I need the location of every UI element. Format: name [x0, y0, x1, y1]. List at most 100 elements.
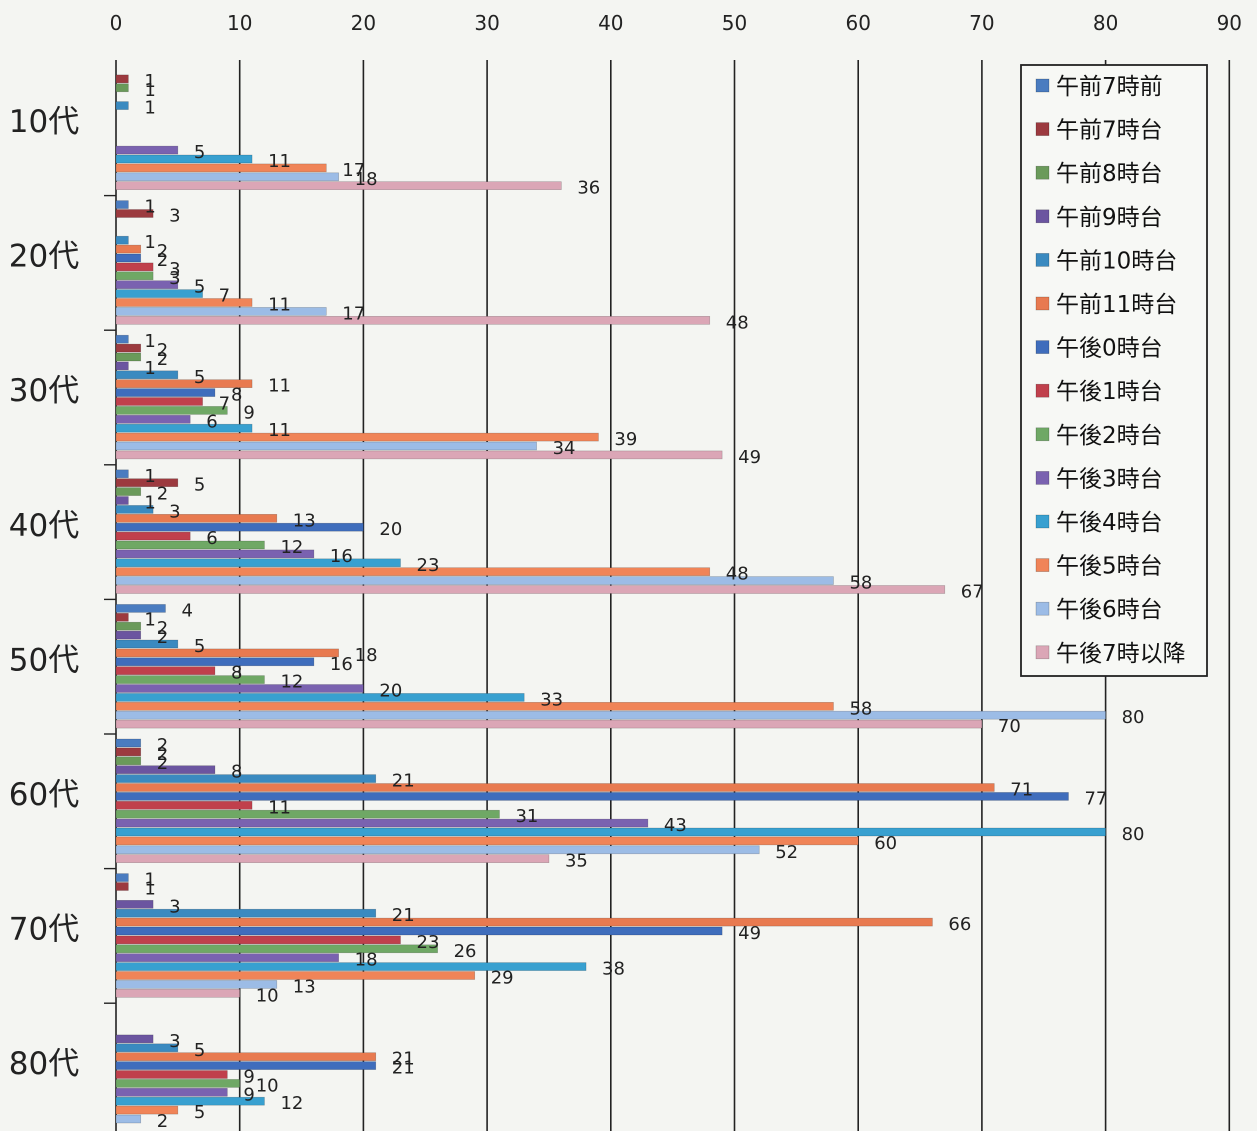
bar: [115, 244, 142, 254]
data-label: 18: [355, 169, 378, 190]
data-label: 52: [775, 842, 798, 863]
data-label: 2: [157, 618, 168, 639]
bar: [115, 657, 315, 667]
bar: [115, 352, 142, 362]
data-label: 5: [194, 1040, 205, 1061]
category-label: 60代: [9, 777, 79, 813]
data-label: 33: [540, 689, 563, 710]
data-label: 66: [948, 914, 971, 935]
data-label: 21: [392, 905, 415, 926]
legend-swatch: [1035, 296, 1050, 311]
data-label: 2: [157, 1111, 168, 1131]
bar: [115, 315, 711, 325]
data-label: 26: [454, 941, 477, 962]
data-label: 8: [231, 663, 242, 684]
data-label: 1: [144, 232, 155, 253]
bar: [115, 765, 216, 775]
bar: [115, 487, 142, 496]
data-label: 58: [849, 698, 872, 719]
bar: [115, 630, 142, 640]
data-label: 3: [169, 501, 180, 522]
data-label: 20: [379, 519, 402, 540]
bar: [115, 271, 154, 281]
bar: [115, 1088, 228, 1097]
bar: [115, 163, 327, 173]
data-label: 43: [664, 815, 687, 836]
bar: [115, 540, 265, 550]
data-label: 60: [874, 833, 897, 854]
bar: [115, 800, 253, 810]
data-label: 11: [268, 797, 291, 818]
data-label: 11: [268, 151, 291, 172]
data-label: 4: [181, 600, 192, 621]
x-axis-ticks: 0 10 20 30 40 50 60 70 80 90: [110, 11, 1242, 35]
bar: [115, 1079, 240, 1088]
bar: [115, 558, 401, 568]
data-label: 58: [849, 573, 872, 594]
bar: [115, 549, 315, 559]
y-axis: [104, 60, 117, 1131]
data-label: 20: [379, 681, 402, 702]
data-label: 2: [157, 753, 168, 774]
bar: [115, 818, 649, 828]
bar: [115, 792, 1069, 801]
category-labels: 10代 20代 30代 40代 50代 60代 70代 80代: [9, 104, 79, 1082]
bar: [115, 783, 995, 792]
data-label: 16: [330, 546, 353, 567]
data-label: 1: [144, 466, 155, 487]
bar: [115, 181, 562, 190]
data-label: 5: [194, 142, 205, 163]
bar: [115, 953, 339, 963]
legend-entry: 午後0時台: [1056, 336, 1163, 362]
data-label: 67: [961, 582, 984, 603]
bar: [115, 1096, 265, 1106]
data-label: 7: [219, 286, 230, 307]
bar: [115, 693, 525, 702]
bar: [115, 774, 377, 783]
bar: [115, 747, 142, 757]
bar: [115, 639, 179, 649]
bar: [115, 1114, 142, 1124]
category-label: 80代: [9, 1046, 79, 1082]
x-tick-label: 40: [598, 11, 623, 35]
legend-entry: 午前7時台: [1056, 118, 1163, 144]
bar: [115, 845, 760, 855]
data-label: 21: [392, 1058, 415, 1079]
data-labels: 1114211325121122221128331153521215211131…: [144, 71, 1144, 1131]
bar: [115, 710, 1106, 720]
bar: [115, 612, 129, 622]
category-label: 30代: [9, 373, 79, 409]
bar: [115, 621, 142, 631]
category-label: 50代: [9, 642, 79, 678]
data-label: 1: [144, 197, 155, 218]
x-tick-label: 20: [351, 11, 376, 35]
bar: [115, 505, 154, 514]
data-label: 1: [144, 98, 155, 119]
bar: [115, 809, 500, 819]
data-label: 12: [280, 537, 303, 558]
legend-swatch: [1035, 471, 1050, 485]
legend-entry: 午後7時以降: [1056, 641, 1186, 667]
data-label: 2: [157, 735, 168, 756]
data-label: 10: [256, 1075, 279, 1096]
data-label: 2: [157, 250, 168, 271]
x-tick-label: 0: [110, 11, 123, 35]
data-label: 36: [577, 178, 600, 199]
bar: [115, 522, 364, 532]
legend-box: [1020, 64, 1208, 677]
bar: [115, 719, 983, 729]
data-label: 1: [144, 331, 155, 352]
legend-entry: 午後5時台: [1056, 554, 1163, 580]
bar: [115, 854, 550, 864]
bar: [115, 343, 142, 353]
bar: [115, 172, 339, 182]
x-tick-label: 90: [1217, 11, 1242, 35]
data-label: 2: [157, 241, 168, 262]
legend-swatch: [1035, 340, 1050, 354]
data-label: 12: [280, 672, 303, 693]
x-tick-label: 60: [845, 11, 870, 35]
data-label: 11: [268, 376, 291, 397]
data-label: 1: [144, 493, 155, 514]
data-label: 71: [1010, 780, 1033, 801]
